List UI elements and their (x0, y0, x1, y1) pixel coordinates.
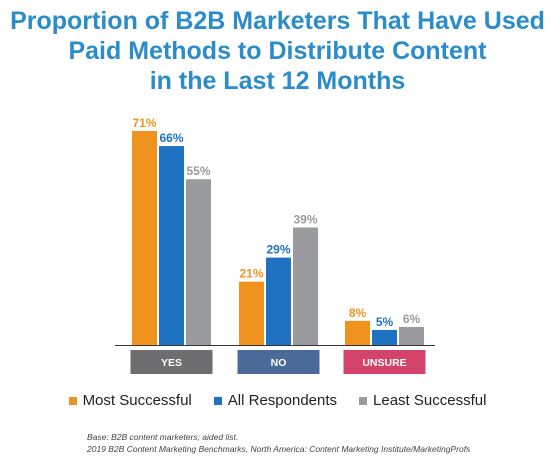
data-label-yes-all-respondents: 66% (159, 131, 183, 145)
footnote-source: 2019 B2B Content Marketing Benchmarks, N… (87, 444, 471, 454)
bar-yes-most-successful (132, 131, 157, 345)
bar-no-all-respondents (266, 257, 291, 345)
category-box-no (237, 350, 320, 374)
legend-swatch-all-respondents (213, 396, 222, 405)
data-label-unsure-all-respondents: 5% (376, 315, 394, 329)
data-label-yes-least-successful: 55% (186, 164, 210, 178)
category-box-unsure (343, 350, 426, 374)
bar-no-least-successful (293, 227, 318, 345)
legend-swatch-most-successful (68, 396, 77, 405)
legend-item-least-successful: Least Successful (359, 392, 486, 409)
bar-unsure-all-respondents (372, 329, 397, 345)
category-label-unsure: UNSURE (362, 357, 406, 369)
chart-footnote: Base: B2B content marketers; aided list.… (87, 431, 470, 455)
legend-label-least-successful: Least Successful (373, 392, 487, 409)
chart-legend: Most Successful All Respondents Least Su… (0, 392, 555, 409)
bar-no-most-successful (239, 281, 264, 345)
bar-yes-all-respondents (159, 146, 184, 345)
category-label-yes: YES (161, 357, 182, 369)
bar-unsure-least-successful (399, 326, 424, 345)
data-label-no-most-successful: 21% (239, 267, 263, 281)
legend-swatch-least-successful (359, 396, 368, 405)
category-label-no: NO (271, 357, 287, 369)
chart-title-line-1: Proportion of B2B Marketers That Have Us… (10, 7, 545, 35)
legend-item-most-successful: Most Successful (68, 392, 192, 409)
chart-title-line-2: Paid Methods to Distribute Content (68, 37, 487, 65)
chart-title: Proportion of B2B Marketers That Have Us… (0, 6, 555, 96)
legend-label-most-successful: Most Successful (82, 392, 192, 409)
legend-item-all-respondents: All Respondents (213, 392, 338, 409)
footnote-base: Base: B2B content marketers; aided list. (87, 432, 239, 442)
data-label-no-all-respondents: 29% (266, 243, 290, 257)
bar-yes-least-successful (186, 179, 211, 345)
data-label-unsure-most-successful: 8% (349, 306, 367, 320)
legend-label-all-respondents: All Respondents (227, 392, 338, 409)
data-label-unsure-least-successful: 6% (403, 312, 421, 326)
category-box-yes (130, 350, 213, 374)
data-label-yes-most-successful: 71% (132, 116, 156, 130)
chart-title-line-3: in the Last 12 Months (149, 67, 406, 95)
data-label-no-least-successful: 39% (293, 212, 317, 226)
bar-unsure-most-successful (345, 320, 370, 345)
